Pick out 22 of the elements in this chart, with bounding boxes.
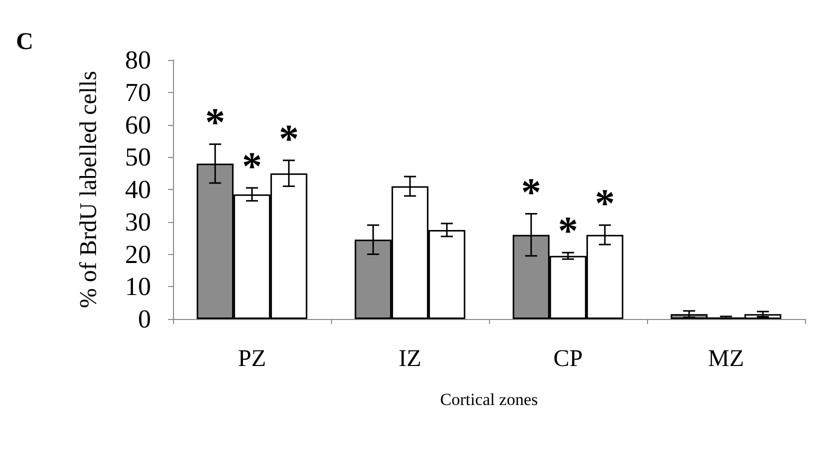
x-tick-label: PZ [238,346,266,372]
x-tick-label: IZ [398,346,422,372]
y-tick-label: 50 [125,142,151,172]
data-label: * [594,180,615,226]
y-tick-label: 20 [125,240,151,269]
x-axis-title: Cortical zones [440,390,538,409]
x-tick-label: MZ [708,346,744,372]
x-tick-label: CP [553,346,583,372]
data-label: * [521,169,542,214]
y-tick-label: 60 [125,110,151,140]
y-tick-label: 30 [125,207,151,236]
y-tick-label: 0 [138,304,151,334]
y-tick-label: 70 [125,78,151,107]
data-label: * [558,208,578,254]
data-label: * [278,116,299,161]
y-tick-label: 10 [125,272,151,302]
data-label: * [205,100,226,145]
y-tick-label: 80 [125,46,151,74]
data-label: * [242,143,262,188]
text: C [16,29,34,55]
y-tick-label: 40 [125,175,151,204]
y-axis-title: % of BrdU labelled cells [76,70,102,308]
